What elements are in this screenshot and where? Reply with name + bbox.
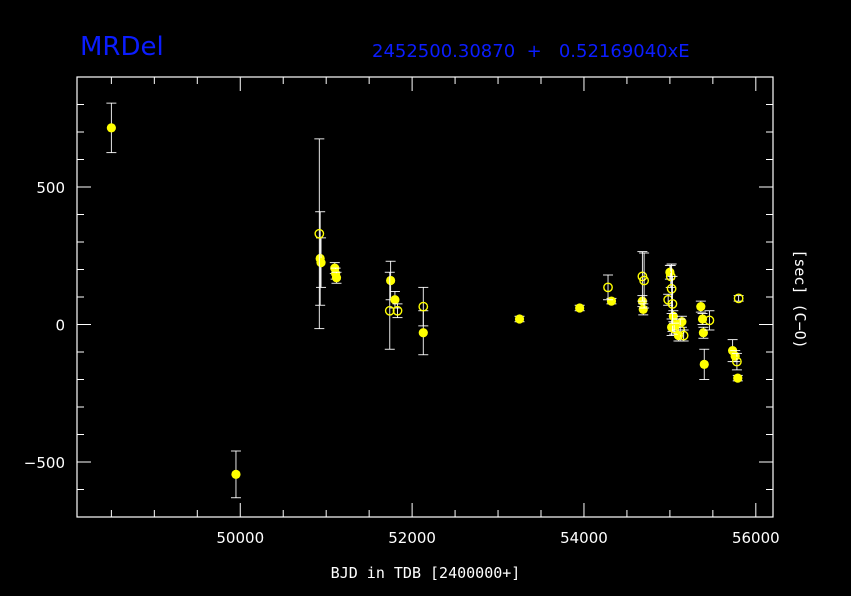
primary-minimum-point [575, 303, 585, 313]
secondary-minimum-point [314, 228, 325, 239]
y-tick-label: 500 [36, 179, 65, 197]
secondary-minimum-point [603, 282, 613, 293]
y-axis-label-wrapper: [sec] (C−O) [790, 239, 810, 359]
primary-minimum-point [699, 359, 709, 369]
x-tick-label: 52000 [388, 529, 436, 547]
secondary-minimum-point [678, 330, 689, 341]
primary-minimum-point [677, 317, 687, 327]
primary-minimum-point [514, 314, 525, 324]
secondary-minimum-point [667, 298, 678, 309]
primary-minimum-point [673, 330, 684, 341]
x-axis-label-text: BJD in TDB [2400000+] [330, 564, 521, 582]
secondary-minimum-point [704, 315, 715, 326]
primary-minimum-point [331, 273, 342, 283]
primary-minimum-point [696, 302, 706, 312]
primary-minimum-point [390, 295, 400, 305]
axes [76, 76, 774, 518]
primary-minimum-point [733, 373, 743, 383]
primary-minimum-point [231, 469, 241, 479]
primary-minimum-point [106, 123, 116, 133]
y-axis-label: [sec] (C−O) [791, 249, 809, 349]
primary-minimum-point [638, 304, 648, 314]
secondary-minimum-point [669, 323, 680, 334]
primary-minimum-point [606, 296, 617, 306]
star-name-title: MRDel [80, 32, 164, 62]
data-points [106, 102, 744, 499]
secondary-minimum-point [666, 283, 677, 294]
secondary-minimum-point [392, 305, 403, 316]
tick-labels: 50000 52000 54000 56000 −500 0 500 [24, 179, 780, 547]
y-tick-label: 0 [55, 317, 65, 335]
primary-minimum-point [386, 275, 396, 286]
secondary-minimum-point [418, 301, 429, 312]
x-tick-label: 50000 [216, 529, 264, 547]
secondary-minimum-point [733, 293, 744, 304]
primary-minimum-point [418, 328, 428, 338]
y-tick-label: −500 [24, 454, 65, 472]
primary-minimum-point [316, 258, 326, 268]
secondary-minimum-point [639, 275, 650, 286]
primary-minimum-point [730, 351, 740, 361]
x-tick-label: 54000 [560, 529, 608, 547]
secondary-minimum-point [732, 356, 742, 367]
primary-minimum-point [698, 328, 709, 338]
ephemeris-formula: 2452500.30870 + 0.52169040xE [372, 41, 690, 62]
x-tick-label: 56000 [732, 529, 780, 547]
x-axis-label: BJD in TDB [2400000+] [0, 564, 851, 582]
